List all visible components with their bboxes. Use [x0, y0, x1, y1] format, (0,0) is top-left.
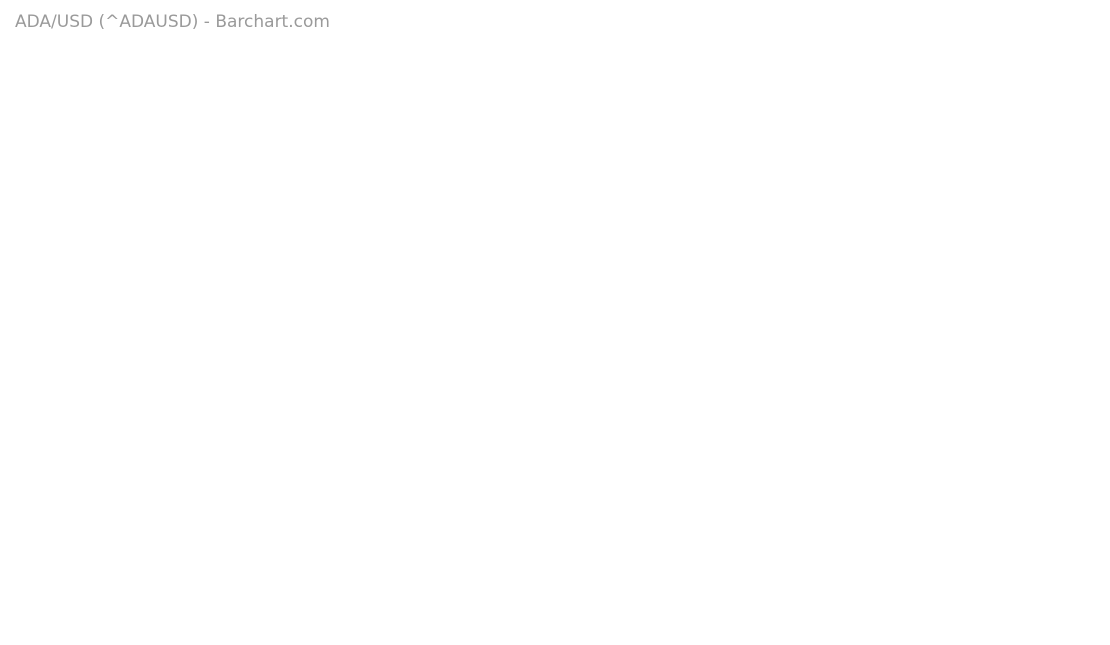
- chart-title: ADA/USD (^ADAUSD) - Barchart.com: [15, 12, 330, 32]
